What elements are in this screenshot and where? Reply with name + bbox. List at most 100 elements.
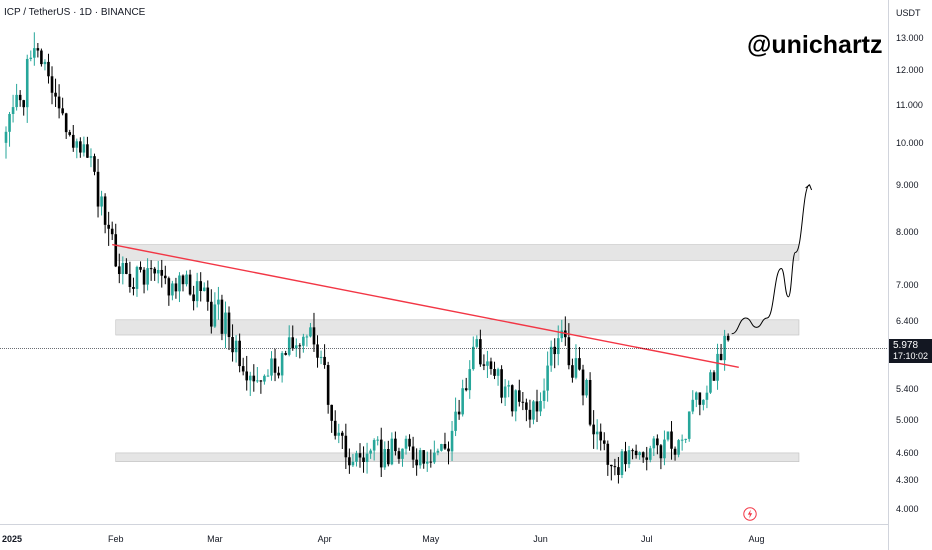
candle-body — [369, 450, 372, 454]
candle-body — [726, 335, 730, 341]
candle-body — [390, 438, 394, 465]
candle-body — [86, 144, 89, 158]
candle-body — [319, 356, 323, 358]
candle-body — [620, 451, 624, 476]
candle-body — [188, 274, 192, 295]
candle-body — [25, 58, 29, 108]
candle-body — [270, 358, 273, 376]
candle-body — [351, 461, 355, 466]
currency-label: USDT — [896, 8, 921, 18]
candle-body — [231, 337, 234, 353]
price-tick-label: 10.000 — [896, 137, 924, 148]
candle-body — [581, 369, 585, 396]
price-tick-label: 6.400 — [896, 316, 919, 327]
candle-body — [75, 141, 79, 148]
candle-body — [411, 446, 415, 460]
price-tick-label: 7.000 — [896, 280, 919, 291]
candle-body — [627, 450, 631, 465]
candle-body — [89, 156, 93, 158]
candle-body — [50, 76, 54, 93]
candle-body — [507, 385, 510, 387]
price-chart[interactable] — [0, 0, 888, 524]
candle-body — [634, 450, 638, 456]
candle-body — [47, 61, 50, 77]
candle-body — [723, 335, 726, 361]
candle-body — [429, 461, 433, 463]
price-tick-label: 4.600 — [896, 447, 919, 458]
candle-body — [135, 266, 139, 289]
candle-body — [510, 385, 514, 412]
candle-body — [514, 390, 518, 412]
current-price-tag: 5.978 17:10:02 — [889, 339, 932, 363]
candle-body — [178, 275, 181, 292]
candle-body — [309, 327, 312, 337]
candle-body — [528, 409, 532, 420]
candle-body — [323, 356, 326, 366]
candle-body — [181, 275, 185, 285]
price-tick-label: 4.000 — [896, 503, 919, 514]
candle-body — [486, 361, 489, 366]
candle-body — [117, 266, 121, 275]
candle-body — [132, 286, 135, 289]
candle-body — [415, 459, 418, 466]
candle-body — [93, 156, 96, 172]
candle-body — [595, 431, 599, 435]
candle-body — [496, 369, 500, 376]
candle-body — [542, 390, 546, 401]
candle-body — [142, 269, 146, 285]
candle-body — [202, 287, 206, 292]
candle-body — [447, 448, 450, 452]
candle-body — [666, 431, 670, 440]
candle-body — [379, 439, 383, 468]
candle-body — [8, 114, 11, 132]
price-tick-label: 5.400 — [896, 383, 919, 394]
candle-body — [670, 431, 673, 449]
current-price-value: 5.978 — [893, 340, 919, 351]
candle-body — [387, 449, 390, 465]
candle-body — [330, 404, 333, 421]
candle-body — [461, 388, 464, 415]
candle-body — [114, 234, 118, 267]
candle-body — [482, 364, 486, 366]
candle-body — [673, 448, 677, 455]
candle-body — [234, 340, 238, 353]
author-watermark: @unichartz — [747, 31, 883, 59]
candle-body — [365, 453, 369, 463]
candle-body — [518, 390, 521, 402]
candle-body — [294, 345, 298, 349]
price-tick-label: 11.000 — [896, 99, 923, 110]
candle-body — [110, 228, 114, 235]
candle-body — [702, 399, 705, 405]
candle-body — [602, 440, 606, 444]
candle-body — [404, 438, 408, 449]
candle-body — [156, 269, 160, 274]
projection-arrowhead — [805, 184, 813, 191]
candle-body — [68, 132, 72, 135]
candle-body — [362, 457, 365, 463]
candle-body — [539, 400, 542, 412]
lightning-bolt-icon[interactable] — [743, 507, 757, 521]
candle-body — [624, 451, 627, 465]
price-zone — [115, 319, 800, 336]
candle-body — [574, 358, 578, 378]
candle-body — [96, 171, 100, 207]
candle-body — [532, 401, 535, 420]
candle-body — [641, 452, 645, 458]
candle-body — [571, 365, 574, 378]
candle-body — [139, 266, 142, 270]
price-tick-label: 9.000 — [896, 179, 919, 190]
time-tick-label: Aug — [748, 534, 765, 544]
candle-body — [11, 107, 15, 115]
candle-body — [358, 453, 362, 458]
candle-body — [631, 450, 634, 452]
candle-body — [149, 268, 153, 270]
candle-body — [273, 358, 277, 373]
candle-body — [305, 336, 309, 338]
candle-body — [457, 411, 461, 415]
candle-body — [220, 299, 224, 334]
price-axis-border — [888, 0, 889, 550]
candle-body — [263, 375, 266, 382]
candle-body — [588, 379, 592, 425]
candle-body — [549, 346, 553, 366]
candle-body — [291, 337, 295, 349]
